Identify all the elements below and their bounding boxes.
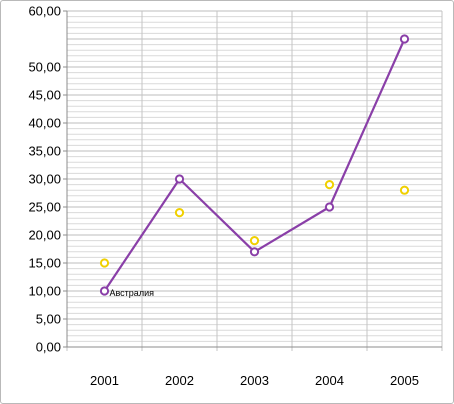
y-tick-label: 35,00 bbox=[28, 144, 61, 159]
series-1-point bbox=[99, 286, 110, 296]
y-tick-label: 5,00 bbox=[36, 312, 61, 327]
y-tick-label: 0,00 bbox=[36, 340, 61, 355]
y-tick-label: 40,00 bbox=[28, 116, 61, 131]
x-tick-label: 2003 bbox=[240, 373, 269, 388]
series-2-point bbox=[324, 180, 335, 190]
series-2-point bbox=[249, 236, 260, 246]
y-tick-label: 45,00 bbox=[28, 88, 61, 103]
x-tick-label: 2004 bbox=[315, 373, 344, 388]
x-tick-label: 2005 bbox=[390, 373, 419, 388]
series-1-point bbox=[249, 247, 260, 257]
series-1-point bbox=[174, 174, 185, 184]
y-tick-label: 30,00 bbox=[28, 172, 61, 187]
x-tick-label: 2001 bbox=[90, 373, 119, 388]
series-2-point bbox=[399, 185, 410, 195]
data-annotation: Австралия bbox=[110, 288, 155, 298]
y-tick-label: 10,00 bbox=[28, 284, 61, 299]
y-tick-label: 20,00 bbox=[28, 228, 61, 243]
y-tick-label: 25,00 bbox=[28, 200, 61, 215]
series-2-point bbox=[99, 258, 110, 268]
y-tick-label: 60,00 bbox=[28, 4, 61, 19]
series-2-point bbox=[174, 208, 185, 218]
y-tick-label: 15,00 bbox=[28, 256, 61, 271]
y-tick-label: 50,00 bbox=[28, 60, 61, 75]
x-tick-label: 2002 bbox=[165, 373, 194, 388]
series-1-point bbox=[324, 202, 335, 212]
series-1-point bbox=[399, 34, 410, 44]
